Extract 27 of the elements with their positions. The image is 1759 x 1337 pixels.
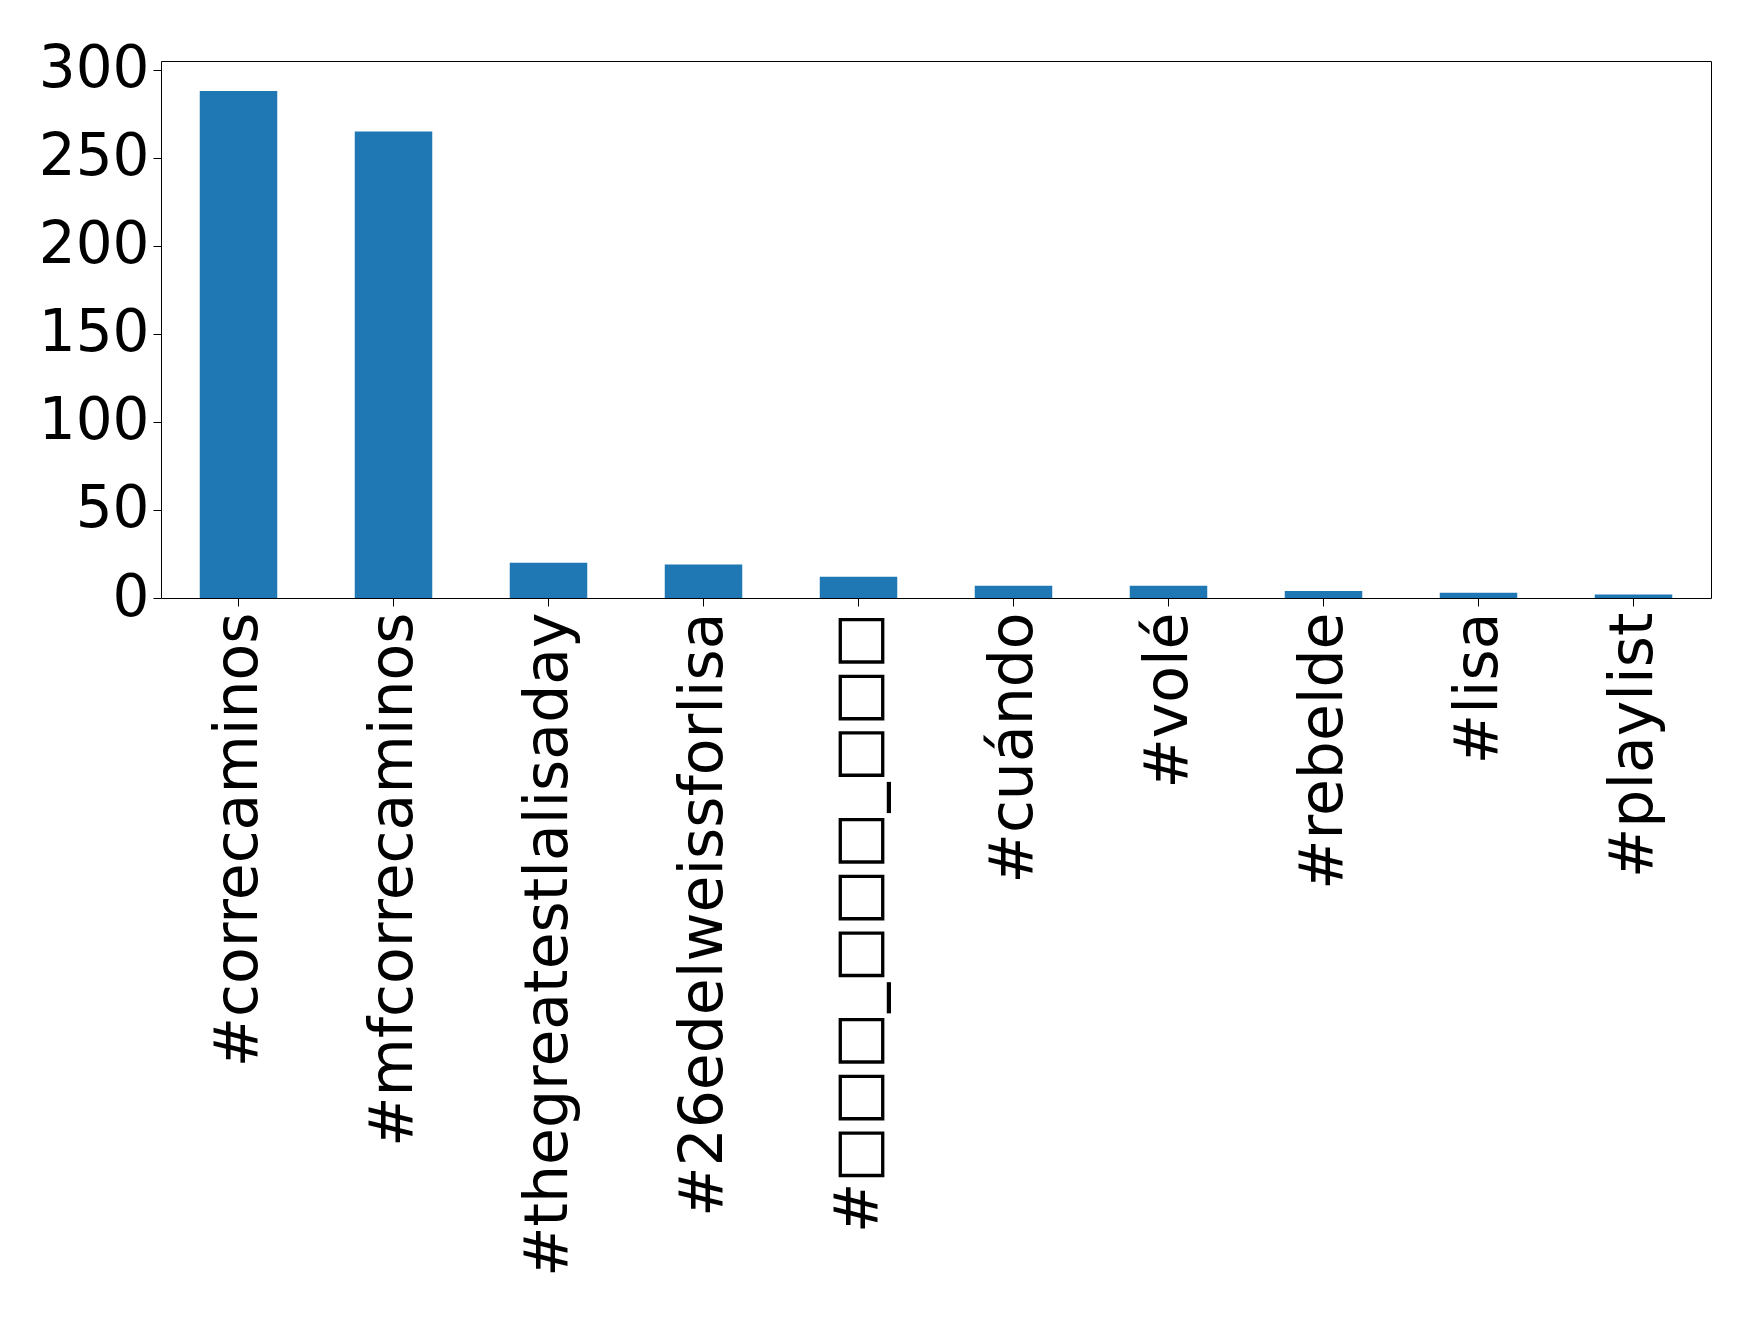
y-tick-label: 100 — [38, 385, 150, 454]
y-tick-label: 0 — [112, 561, 150, 630]
bar — [509, 562, 588, 598]
bar — [974, 585, 1053, 598]
x-tick-label: #thegreatestlalisaday — [510, 612, 581, 1277]
x-tick-label: #mfcorrecaminos — [355, 612, 426, 1147]
bar — [819, 576, 898, 598]
y-tick-label: 300 — [38, 33, 150, 102]
x-tick-label: #volé — [1130, 612, 1201, 789]
y-tick-label: 150 — [38, 297, 150, 366]
bar — [354, 131, 433, 598]
x-tick-label: #playlist — [1595, 612, 1666, 878]
x-tick-label: #26edelweissforlisa — [665, 612, 736, 1217]
x-tick-label: #□□□_□□□_□□□ — [820, 612, 891, 1233]
bar — [664, 564, 743, 598]
x-tick-label: #lisa — [1440, 612, 1511, 765]
x-tick-label: #cuándo — [975, 612, 1046, 884]
bar — [199, 90, 278, 598]
y-tick-label: 200 — [38, 209, 150, 278]
y-tick-label: 50 — [75, 473, 150, 542]
x-tick-label: #rebelde — [1285, 612, 1356, 890]
x-tick-label: #correcaminos — [200, 612, 271, 1068]
bar — [1284, 590, 1363, 598]
bar — [1129, 585, 1208, 598]
y-tick-label: 250 — [38, 121, 150, 190]
bar — [1439, 592, 1518, 598]
bar — [1594, 594, 1673, 598]
